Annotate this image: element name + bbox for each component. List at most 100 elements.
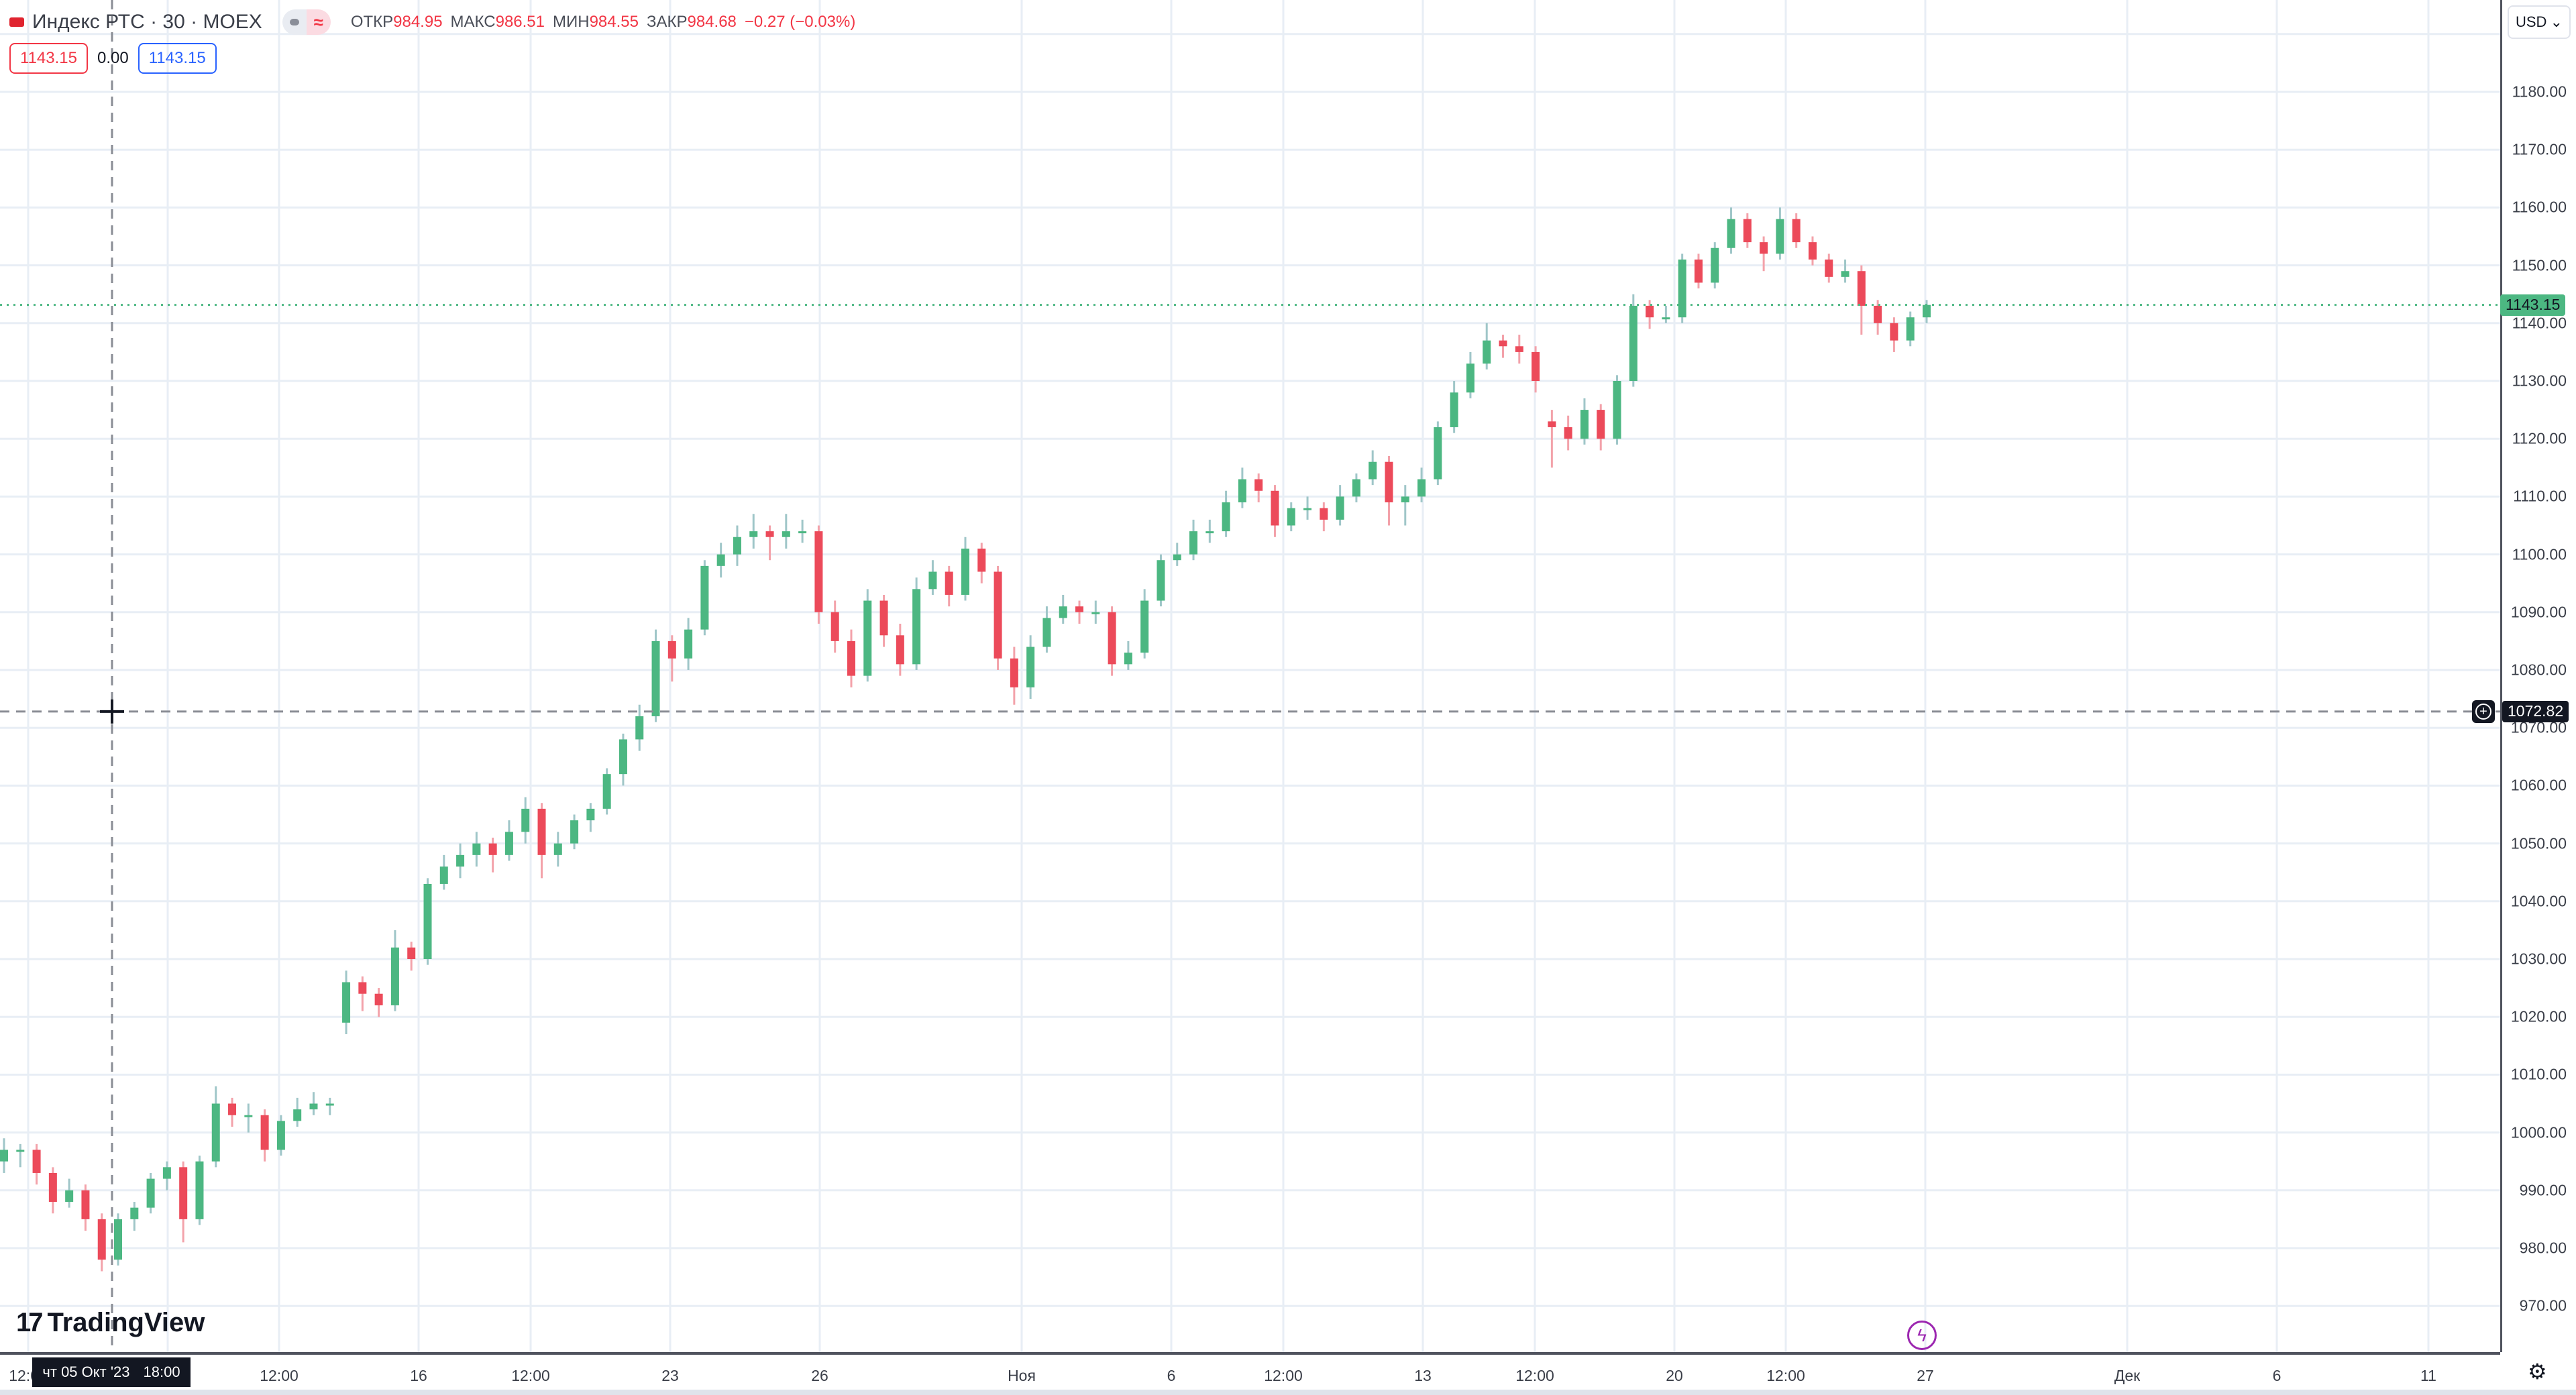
time-tick-label: Ноя [1008,1367,1036,1384]
settings-gear-icon[interactable]: ⚙ [2528,1359,2547,1384]
candle-body [537,808,546,855]
candle-body [635,716,644,740]
time-axis[interactable]: 11 6 Дек 27 12:00 20 12:00 13 12:00 6 Ноя 26 23 12:00… [0,1352,2500,1395]
crosshair-time-label: чт 05 Окт '23 18:00 [32,1357,191,1387]
brand-name: TradingView [47,1308,205,1337]
lightning-icon[interactable]: ϟ [1907,1321,1937,1350]
candle-body [390,947,399,1005]
candle-body [1075,606,1084,612]
add-alert-button[interactable]: + [2472,700,2495,723]
candle-body [1760,242,1768,254]
price-tick-label: 1170.00 [2512,140,2567,158]
flag-icon [9,17,24,27]
price-tick-label: 1130.00 [2512,372,2567,390]
time-tick-label: Дек [2114,1367,2141,1384]
price-tick-label: 1020.00 [2510,1007,2567,1025]
market-status-icon [282,9,307,35]
candle-body [130,1207,139,1219]
candle-body [749,531,758,537]
price-tick-label: 1080.00 [2510,661,2567,679]
sell-button[interactable]: 1143.15 [9,43,88,74]
candle-body [423,883,432,959]
candle-body [1287,508,1295,526]
price-tick-label: 1120.00 [2512,429,2567,447]
price-chart[interactable] [0,0,2500,1352]
candle-body [684,629,693,659]
candle-body [179,1167,188,1219]
candle-body [716,554,725,566]
candle-body [1890,323,1898,341]
price-tick-label: 1090.00 [2510,603,2567,621]
candle-body [1189,531,1198,555]
candle-body [1532,351,1540,381]
price-tick-label: 1030.00 [2510,950,2567,968]
candle-body [325,1103,334,1106]
candle-body [48,1172,57,1203]
time-tick-label: 13 [1414,1367,1432,1384]
candle-body [1368,461,1377,480]
last-price-label: 1143.15 [2500,294,2566,316]
candle-body [1042,618,1051,647]
candle-body [798,531,807,534]
time-tick-label: 6 [1167,1367,1176,1384]
candle-body [1385,461,1393,503]
candle-body [1678,259,1686,318]
candle-body [961,548,969,595]
candle-body [1091,612,1100,614]
candle-body [260,1115,269,1150]
candle-body [1711,247,1719,283]
price-tick-label: 1010.00 [2510,1065,2567,1083]
price-tick-label: 1110.00 [2513,487,2567,505]
candle-body [1157,560,1165,601]
high-label: МАКС [450,13,496,31]
candle-body [81,1190,90,1219]
candle-body [847,640,855,676]
candle-body [977,548,986,572]
legend: Индекс РТС · 30 · MOEX ≈ ОТКР984.95 МАКС… [9,7,855,38]
symbol-title[interactable]: Индекс РТС · 30 · MOEX [32,11,262,33]
buy-button[interactable]: 1143.15 [138,43,217,74]
price-axis[interactable]: 1180.00 1170.00 1160.00 1150.00 1140.00 1130.… [2500,0,2576,1352]
candle-body [619,739,627,775]
candle-body [1629,305,1638,381]
candle-body [1434,427,1442,480]
candle-body [1662,317,1670,320]
candle-body [1466,364,1474,393]
candle-body [1580,410,1589,439]
time-tick-label: 6 [2272,1367,2282,1384]
candle-body [1450,392,1458,427]
candle-body [407,947,416,959]
candle-body [521,808,530,832]
candle-body [228,1103,237,1115]
candle-body [97,1219,106,1260]
status-pill[interactable]: ≈ [282,9,331,35]
candle-body [1108,612,1116,665]
close-value: 984.68 [687,13,737,31]
candle-body [700,565,709,630]
price-tick-label: 1100.00 [2512,545,2567,563]
price-tick-label: 1160.00 [2512,198,2567,216]
time-tick-label: 11 [2420,1367,2436,1384]
time-tick-label: 26 [811,1367,828,1384]
candle-body [1743,219,1752,243]
high-value: 986.51 [495,13,545,31]
change-value: −0.27 (−0.03%) [744,13,856,31]
candle-body [309,1103,318,1110]
ohlc-values: ОТКР984.95 МАКС986.51 МИН984.55 ЗАКР984.… [351,13,856,32]
currency-label: USD [2516,13,2547,30]
candle-body [1841,271,1849,277]
price-tick-label: 1040.00 [2510,892,2567,910]
currency-select[interactable]: USD ⌄ [2508,5,2571,39]
price-tick-label: 1050.00 [2510,834,2567,852]
candle-body [570,820,579,844]
time-tick-label: 12:00 [1766,1367,1805,1384]
price-tick-label: 1140.00 [2512,314,2567,332]
candle-body [1515,346,1523,352]
time-tick-label: 20 [1666,1367,1683,1384]
tradingview-logo[interactable]: 17 TradingView [16,1308,205,1338]
candle-body [1140,600,1149,653]
low-label: МИН [553,13,590,31]
candle-body [1483,340,1491,364]
candle-body [1010,658,1018,687]
candle-body [1727,219,1735,248]
